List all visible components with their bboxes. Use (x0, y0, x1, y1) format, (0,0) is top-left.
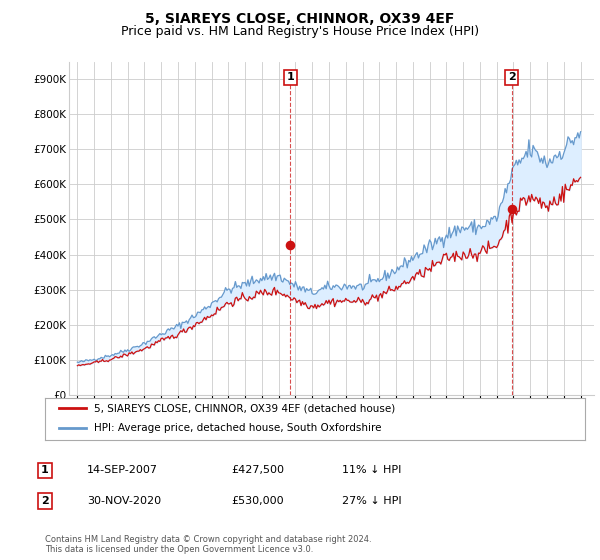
Text: Price paid vs. HM Land Registry's House Price Index (HPI): Price paid vs. HM Land Registry's House … (121, 25, 479, 38)
Text: £427,500: £427,500 (231, 465, 284, 475)
Text: HPI: Average price, detached house, South Oxfordshire: HPI: Average price, detached house, Sout… (94, 423, 381, 433)
Text: 11% ↓ HPI: 11% ↓ HPI (342, 465, 401, 475)
Text: 30-NOV-2020: 30-NOV-2020 (87, 496, 161, 506)
Text: 27% ↓ HPI: 27% ↓ HPI (342, 496, 401, 506)
Text: £530,000: £530,000 (231, 496, 284, 506)
Point (507, 204, 517, 213)
Text: 1: 1 (41, 465, 49, 475)
Point (286, 240, 295, 249)
Text: 2: 2 (41, 496, 49, 506)
Text: 14-SEP-2007: 14-SEP-2007 (87, 465, 158, 475)
Text: 5, SIAREYS CLOSE, CHINNOR, OX39 4EF: 5, SIAREYS CLOSE, CHINNOR, OX39 4EF (145, 12, 455, 26)
Text: 2: 2 (508, 72, 515, 82)
Text: Contains HM Land Registry data © Crown copyright and database right 2024.
This d: Contains HM Land Registry data © Crown c… (45, 535, 371, 554)
Text: 5, SIAREYS CLOSE, CHINNOR, OX39 4EF (detached house): 5, SIAREYS CLOSE, CHINNOR, OX39 4EF (det… (94, 403, 395, 413)
Text: 1: 1 (287, 72, 294, 82)
